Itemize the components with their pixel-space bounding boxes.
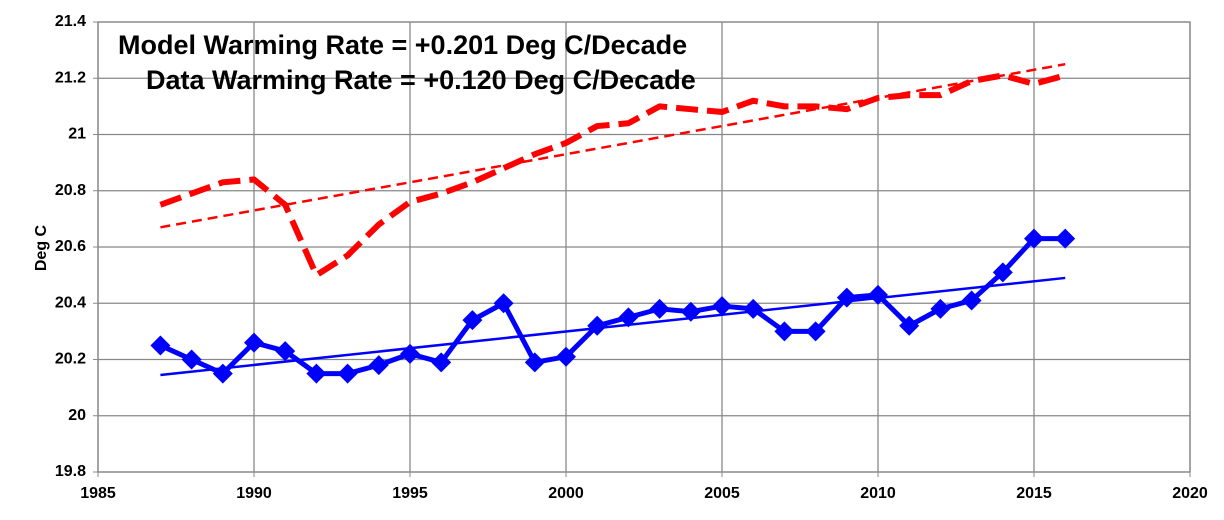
y-tick-label: 20.2 (55, 351, 86, 368)
data-point (181, 349, 202, 370)
y-tick-label: 19.8 (55, 463, 86, 480)
data-point (712, 296, 732, 317)
series-line (159, 72, 1066, 279)
data-point (306, 363, 327, 384)
y-axis-label: Deg C (33, 224, 50, 271)
data-point (462, 310, 483, 331)
data-point (524, 352, 545, 373)
x-tick-label: 1990 (236, 485, 272, 502)
y-tick-label: 21.2 (55, 69, 86, 86)
annotation: Data Warming Rate = +0.120 Deg C/Decade (146, 65, 696, 95)
series-line (160, 62, 1066, 229)
data-point (587, 315, 608, 336)
series-line (159, 236, 1066, 377)
data-point (992, 262, 1013, 283)
series-line (160, 276, 1066, 377)
data-point (774, 321, 795, 342)
x-tick-label: 1995 (392, 485, 428, 502)
data-point (556, 346, 576, 367)
y-tick-label: 21 (68, 126, 86, 143)
data-point (1055, 228, 1076, 249)
plot-border (97, 21, 1191, 473)
x-tick-label: 1985 (80, 485, 116, 502)
data-point (368, 355, 389, 376)
data-point (337, 363, 358, 384)
data-point (899, 315, 920, 336)
y-tick-label: 21.4 (55, 13, 86, 30)
data-point (431, 352, 452, 373)
data-point (275, 341, 296, 362)
data-point (868, 284, 888, 305)
data-point (618, 307, 639, 328)
data-point (805, 321, 826, 342)
y-tick-label: 20.8 (55, 182, 86, 199)
x-tick-label: 2015 (1016, 485, 1052, 502)
x-tick-label: 2000 (548, 485, 584, 502)
y-tick-label: 20.6 (55, 238, 86, 255)
data-point (649, 298, 670, 319)
x-tick-label: 2020 (1172, 485, 1208, 502)
data-point (743, 298, 764, 319)
x-tick-label: 2010 (860, 485, 896, 502)
data-point (493, 293, 514, 314)
annotation: Model Warming Rate = +0.201 Deg C/Decade (118, 30, 687, 60)
data-point (150, 335, 171, 356)
data-point (1024, 228, 1044, 249)
data-point (244, 332, 264, 353)
y-tick-label: 20.4 (55, 294, 86, 311)
x-tick-label: 2005 (704, 485, 740, 502)
data-point (930, 298, 951, 319)
y-tick-label: 20 (68, 407, 86, 424)
data-point (961, 290, 982, 311)
